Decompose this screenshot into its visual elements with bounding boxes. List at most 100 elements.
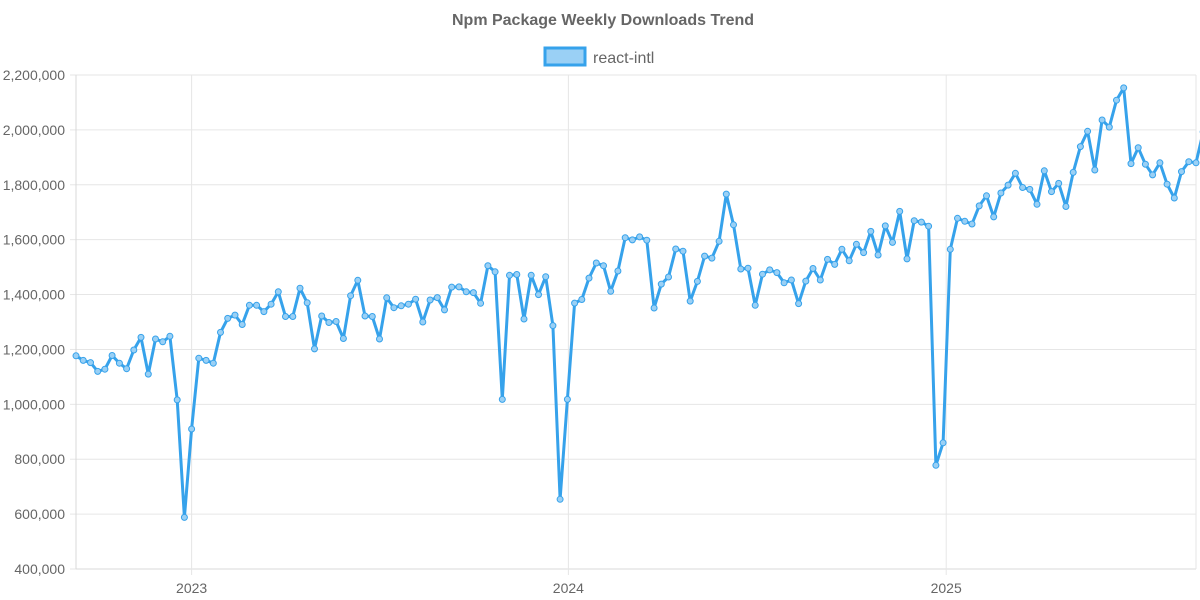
- data-point[interactable]: [339, 335, 347, 342]
- data-point[interactable]: [946, 245, 954, 253]
- data-point[interactable]: [159, 338, 167, 346]
- data-point[interactable]: [209, 359, 217, 367]
- data-point[interactable]: [592, 259, 600, 267]
- data-point[interactable]: [621, 234, 629, 242]
- data-point[interactable]: [1178, 168, 1185, 176]
- data-point[interactable]: [484, 262, 492, 270]
- data-point[interactable]: [766, 266, 774, 274]
- data-point[interactable]: [130, 346, 138, 354]
- data-point[interactable]: [448, 283, 456, 291]
- data-point[interactable]: [94, 367, 102, 375]
- data-point[interactable]: [245, 301, 253, 309]
- data-point[interactable]: [715, 237, 723, 245]
- data-point[interactable]: [491, 268, 499, 276]
- data-point[interactable]: [650, 304, 658, 312]
- data-point[interactable]: [1084, 127, 1092, 135]
- data-point[interactable]: [910, 217, 918, 225]
- data-point[interactable]: [115, 359, 123, 367]
- data-point[interactable]: [404, 300, 412, 308]
- data-point[interactable]: [296, 284, 304, 292]
- data-point[interactable]: [152, 335, 159, 343]
- data-point[interactable]: [636, 233, 644, 241]
- data-point[interactable]: [1105, 123, 1113, 131]
- data-point[interactable]: [881, 222, 889, 230]
- data-point[interactable]: [990, 213, 998, 221]
- data-point[interactable]: [166, 332, 174, 340]
- data-point[interactable]: [759, 270, 766, 278]
- data-point[interactable]: [535, 291, 542, 299]
- data-point[interactable]: [932, 461, 940, 469]
- data-point[interactable]: [303, 299, 311, 307]
- data-point[interactable]: [1062, 203, 1070, 210]
- data-point[interactable]: [968, 220, 976, 228]
- data-point[interactable]: [1019, 184, 1027, 191]
- data-point[interactable]: [1033, 200, 1041, 208]
- data-point[interactable]: [513, 271, 521, 278]
- data-point[interactable]: [180, 513, 188, 521]
- data-point[interactable]: [72, 352, 80, 360]
- data-point[interactable]: [975, 202, 983, 210]
- data-point[interactable]: [383, 294, 391, 302]
- data-point[interactable]: [1098, 116, 1106, 124]
- data-point[interactable]: [1120, 84, 1128, 92]
- data-point[interactable]: [1113, 96, 1120, 104]
- data-point[interactable]: [816, 276, 824, 284]
- data-point[interactable]: [571, 299, 579, 307]
- data-point[interactable]: [477, 299, 485, 307]
- data-point[interactable]: [563, 395, 571, 403]
- data-point[interactable]: [498, 395, 506, 403]
- data-point[interactable]: [708, 254, 716, 262]
- data-point[interactable]: [1163, 180, 1171, 188]
- data-point[interactable]: [722, 190, 730, 198]
- data-point[interactable]: [238, 321, 246, 328]
- data-point[interactable]: [1156, 159, 1164, 167]
- data-point[interactable]: [730, 221, 737, 229]
- data-point[interactable]: [332, 318, 340, 325]
- data-point[interactable]: [802, 277, 810, 285]
- data-point[interactable]: [195, 354, 203, 362]
- data-point[interactable]: [1026, 185, 1034, 193]
- data-point[interactable]: [838, 245, 846, 253]
- data-point[interactable]: [917, 218, 925, 226]
- data-point[interactable]: [737, 265, 745, 273]
- data-point[interactable]: [1149, 171, 1157, 179]
- data-point[interactable]: [354, 276, 362, 284]
- data-point[interactable]: [549, 322, 557, 330]
- data-point[interactable]: [318, 312, 326, 320]
- data-point[interactable]: [939, 439, 947, 447]
- data-point[interactable]: [282, 313, 289, 320]
- data-point[interactable]: [997, 189, 1005, 197]
- data-point[interactable]: [426, 296, 434, 304]
- data-point[interactable]: [462, 288, 470, 296]
- data-point[interactable]: [202, 356, 210, 364]
- data-point[interactable]: [289, 313, 297, 320]
- data-point[interactable]: [831, 260, 839, 268]
- data-point[interactable]: [123, 365, 131, 373]
- data-point[interactable]: [600, 262, 607, 270]
- data-point[interactable]: [527, 271, 535, 279]
- data-point[interactable]: [224, 314, 232, 322]
- data-point[interactable]: [787, 276, 795, 284]
- data-point[interactable]: [1076, 143, 1084, 151]
- data-point[interactable]: [693, 277, 701, 285]
- data-point[interactable]: [824, 255, 831, 263]
- data-point[interactable]: [961, 217, 969, 225]
- data-point[interactable]: [217, 328, 224, 336]
- data-point[interactable]: [1141, 160, 1149, 168]
- data-point[interactable]: [809, 265, 817, 272]
- data-point[interactable]: [780, 279, 788, 287]
- data-point[interactable]: [1048, 188, 1055, 196]
- data-point[interactable]: [144, 370, 152, 378]
- data-point[interactable]: [751, 301, 759, 309]
- data-point[interactable]: [903, 255, 911, 263]
- data-point[interactable]: [1040, 167, 1048, 175]
- legend[interactable]: react-intl: [543, 46, 654, 67]
- data-point[interactable]: [231, 311, 239, 319]
- data-point[interactable]: [274, 288, 282, 296]
- data-point[interactable]: [860, 249, 868, 257]
- data-point[interactable]: [614, 267, 622, 275]
- data-point[interactable]: [311, 345, 318, 353]
- data-point[interactable]: [108, 352, 116, 359]
- data-point[interactable]: [672, 245, 680, 253]
- data-point[interactable]: [1069, 168, 1077, 176]
